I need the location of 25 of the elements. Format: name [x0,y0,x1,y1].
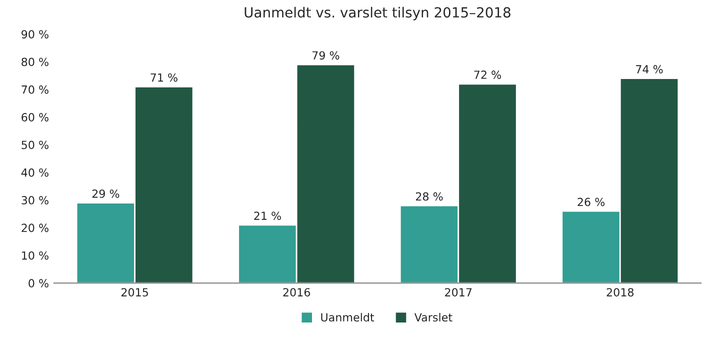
y-tick-label: 10 % [22,251,48,260]
y-tick-label: 30 % [22,196,48,204]
data-label: 21 % [254,212,281,220]
y-tick-label: 80 % [22,58,48,66]
y-tick-label: 20 % [22,224,48,232]
chart-title: Uanmeldt vs. varslet tilsyn 2015–2018 [244,6,510,20]
x-tick-label: 2017 [445,288,472,296]
data-label: 28 % [416,192,443,201]
legend-label: Uanmeldt [321,312,374,322]
x-tick-label: 2015 [121,288,148,296]
data-label: 26 % [578,198,605,206]
data-label: 79 % [312,51,340,60]
x-tick-label: 2018 [606,288,634,296]
data-label: 72 % [474,70,501,79]
y-tick-label: 90 % [22,30,48,38]
legend-label: Varslet [414,312,452,322]
data-label: 29 % [92,189,120,198]
y-tick-label: 70 % [22,85,48,94]
x-tick-label: 2016 [283,288,310,296]
y-tick-label: 60 % [22,113,48,122]
data-label: 74 % [636,65,663,74]
y-tick-label: 40 % [21,168,48,177]
data-label: 71 % [150,73,178,82]
y-tick-label: 50 % [22,140,48,150]
y-tick-label: 0 % [28,279,48,288]
